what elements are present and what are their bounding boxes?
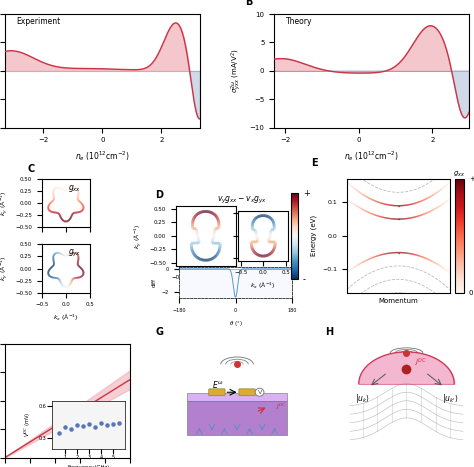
Y-axis label: $k_y$ (Å$^{-1}$): $k_y$ (Å$^{-1}$): [132, 223, 144, 248]
Circle shape: [255, 388, 264, 396]
Y-axis label: Energy (eV): Energy (eV): [310, 215, 317, 256]
Polygon shape: [187, 401, 287, 435]
Text: $|u_{k'}\rangle$: $|u_{k'}\rangle$: [442, 392, 459, 405]
Text: Experiment: Experiment: [17, 17, 61, 27]
Text: E: E: [311, 157, 318, 168]
Text: $E^{\omega}$: $E^{\omega}$: [212, 379, 224, 390]
Text: V: V: [257, 390, 262, 395]
Y-axis label: $k_y$ (Å$^{-1}$): $k_y$ (Å$^{-1}$): [0, 191, 9, 216]
Text: $J^{DC}$: $J^{DC}$: [274, 402, 286, 412]
Text: C: C: [27, 164, 35, 174]
X-axis label: $k_x$ (Å$^{-1}$): $k_x$ (Å$^{-1}$): [250, 281, 276, 291]
Y-axis label: $\sigma_{yxx}^{2\omega}$ (mA/V$^2$): $\sigma_{yxx}^{2\omega}$ (mA/V$^2$): [229, 49, 244, 93]
X-axis label: $k_x$ (Å$^{-1}$): $k_x$ (Å$^{-1}$): [53, 313, 79, 323]
Text: Theory: Theory: [286, 17, 312, 27]
Text: $g_{yx}$: $g_{yx}$: [68, 248, 82, 259]
Polygon shape: [187, 393, 287, 401]
Title: $g_{xx}$: $g_{xx}$: [453, 170, 465, 179]
Text: $J^{DC}$: $J^{DC}$: [414, 357, 427, 369]
Text: B: B: [245, 0, 252, 7]
Y-axis label: $k_y$ (Å$^{-1}$): $k_y$ (Å$^{-1}$): [0, 256, 9, 281]
X-axis label: Momentum: Momentum: [378, 298, 418, 304]
Text: G: G: [155, 327, 164, 337]
Title: $v_y g_{xx} - v_x g_{yx}$: $v_y g_{xx} - v_x g_{yx}$: [217, 195, 266, 206]
Text: H: H: [325, 327, 333, 337]
Text: D: D: [155, 190, 163, 200]
X-axis label: $k_x$ (Å$^{-1}$): $k_x$ (Å$^{-1}$): [193, 286, 219, 296]
Text: $|u_k\rangle$: $|u_k\rangle$: [355, 392, 370, 405]
X-axis label: $n_e$ ($10^{12}$cm$^{-2}$): $n_e$ ($10^{12}$cm$^{-2}$): [75, 149, 130, 163]
X-axis label: $n_e$ ($10^{12}$cm$^{-2}$): $n_e$ ($10^{12}$cm$^{-2}$): [344, 149, 399, 163]
Text: $g_{xx}$: $g_{xx}$: [68, 183, 82, 194]
FancyBboxPatch shape: [209, 389, 225, 396]
FancyBboxPatch shape: [239, 389, 255, 396]
